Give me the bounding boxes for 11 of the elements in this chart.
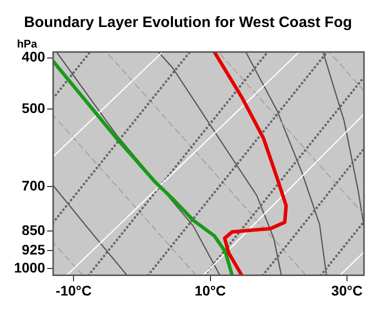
y-tick-label: 500 (22, 100, 46, 116)
y-tick-label: 700 (22, 177, 46, 194)
x-tick-label: -10°C (56, 282, 92, 298)
y-axis-title: hPa (16, 38, 38, 51)
y-tick-label: 850 (22, 222, 46, 238)
chart-title: Boundary Layer Evolution for West Coast Fog (24, 14, 352, 32)
x-tick-label: 30°C (331, 282, 363, 298)
y-tick-label: 1000 (14, 259, 46, 276)
y-tick-label: 400 (22, 48, 46, 65)
y-tick-label: 925 (22, 241, 46, 258)
x-tick-label: 10°C (194, 282, 226, 298)
